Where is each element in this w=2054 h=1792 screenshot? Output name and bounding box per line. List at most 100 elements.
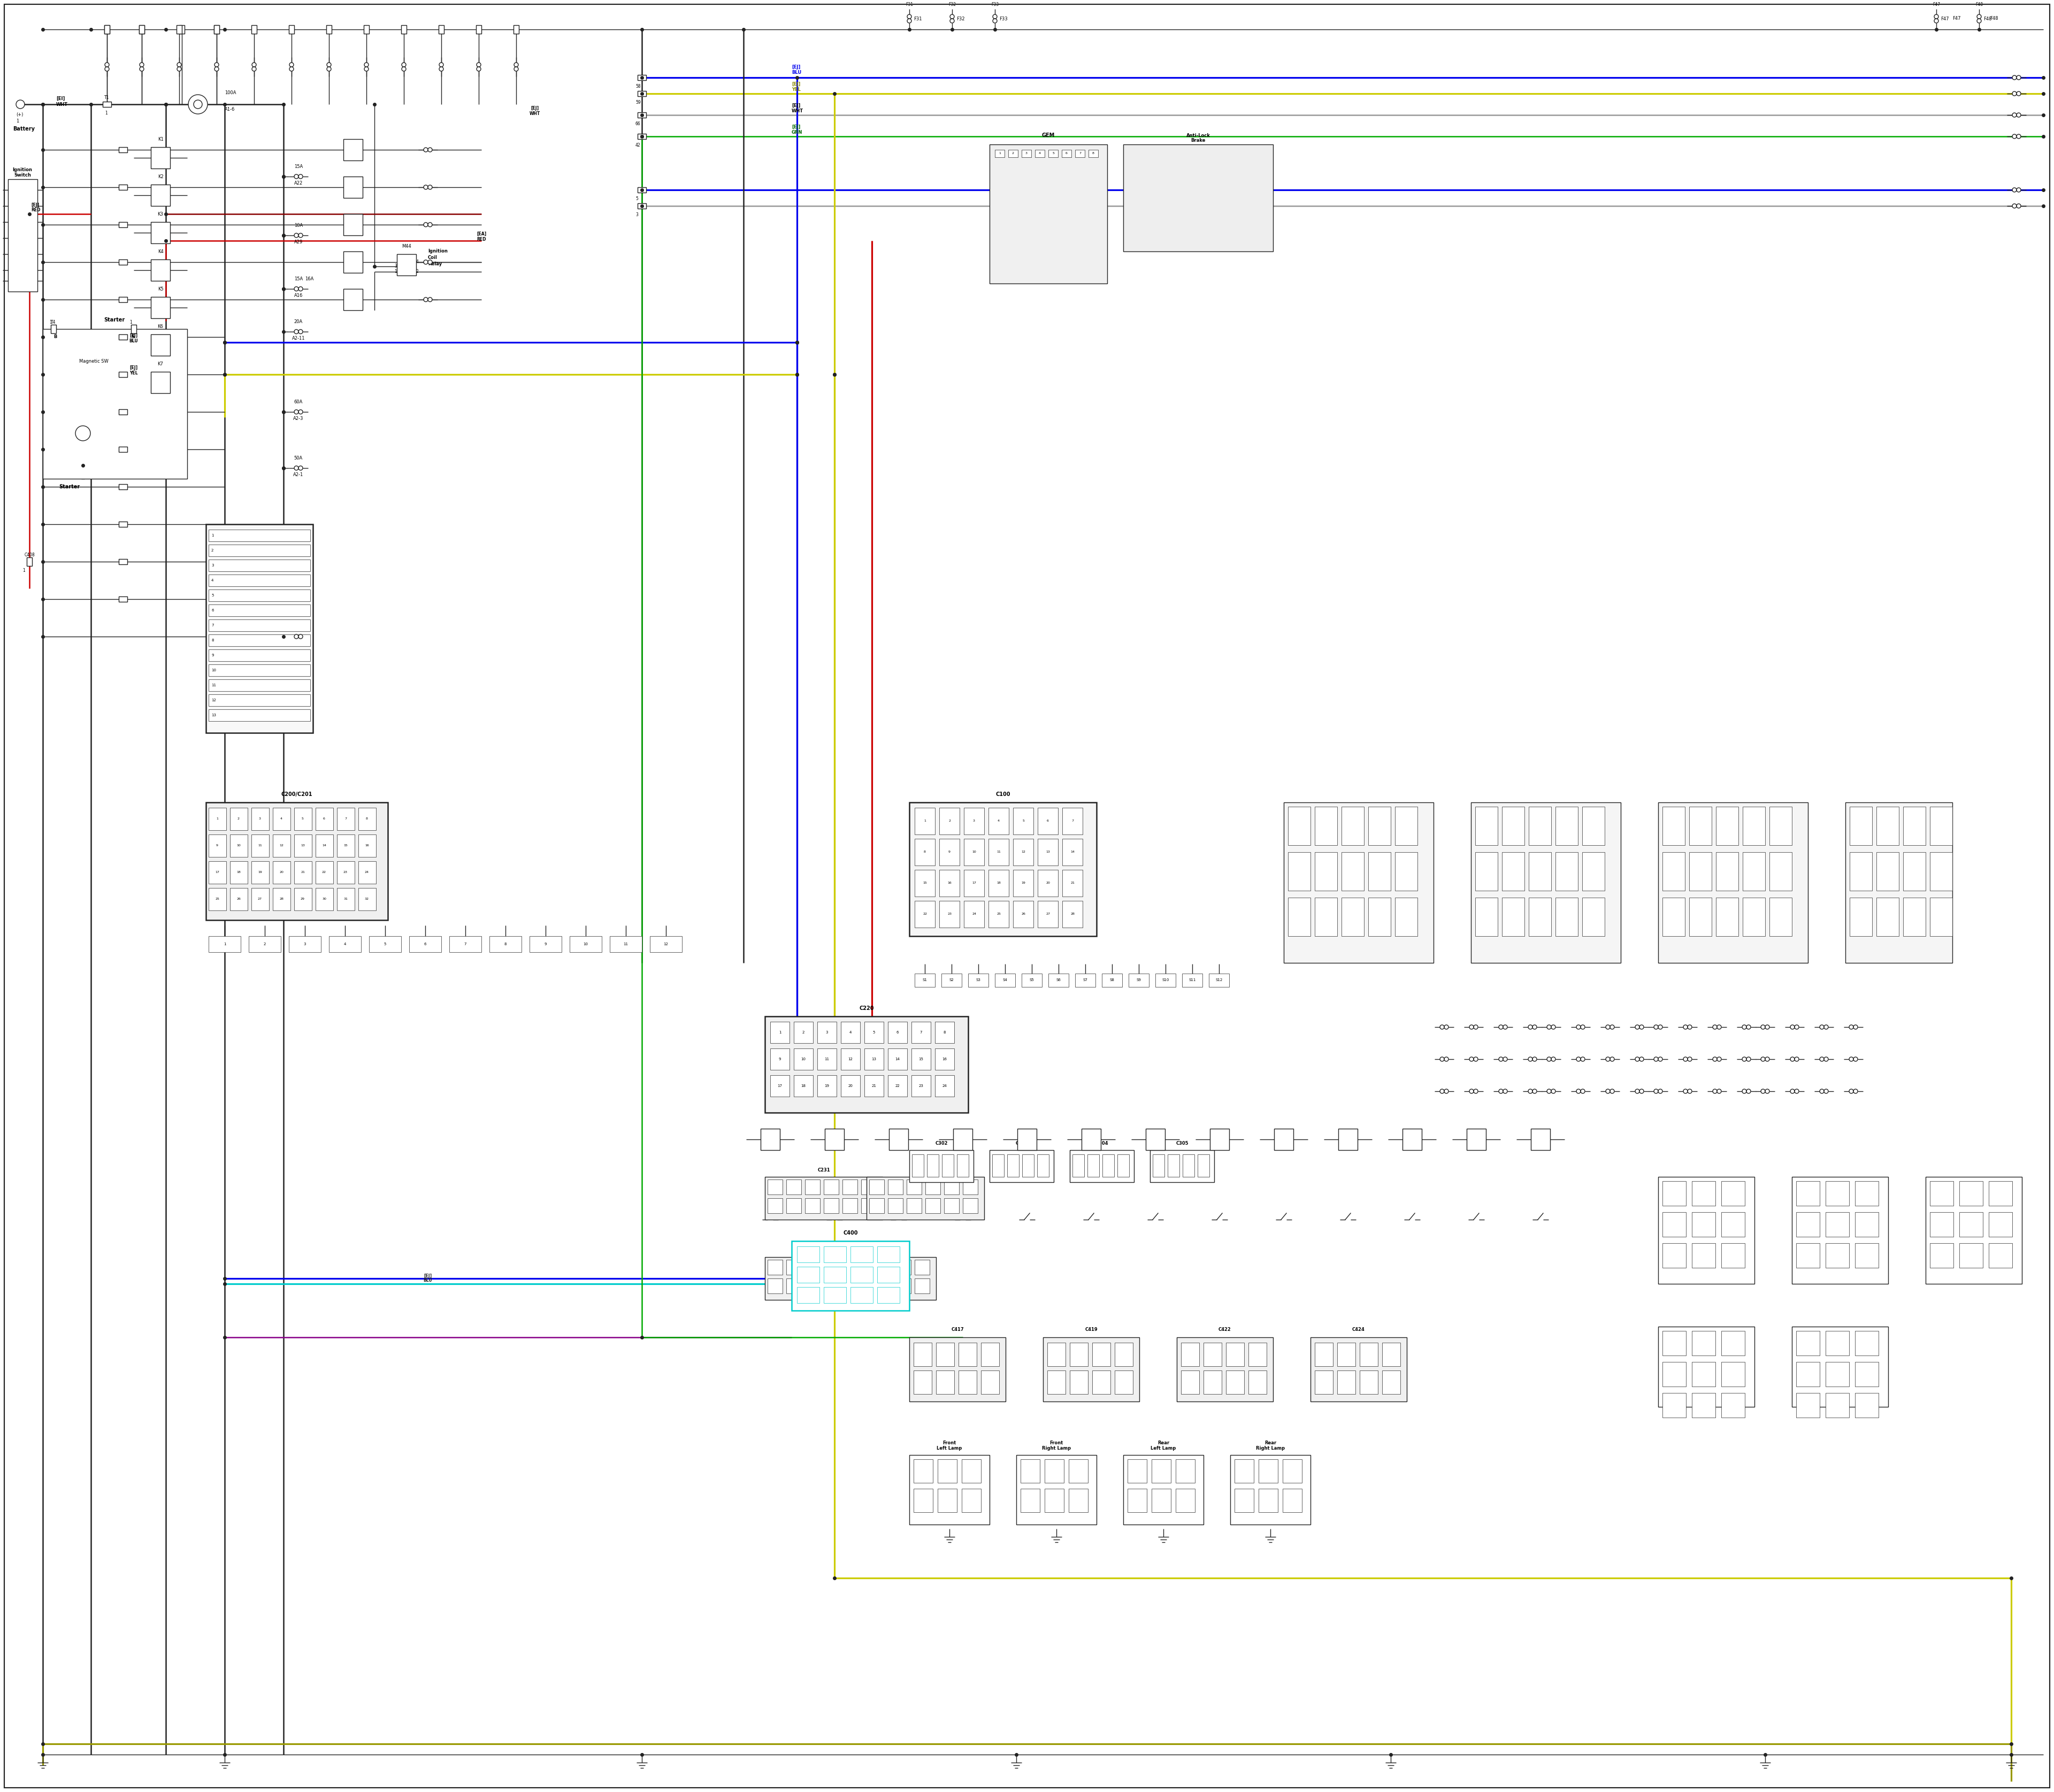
Text: +: + [18, 102, 23, 108]
Bar [119, 521, 127, 527]
Bar [1259, 1489, 1278, 1512]
Bar [768, 1278, 783, 1294]
Circle shape [1610, 1057, 1614, 1061]
Text: B: B [53, 335, 58, 339]
Bar [610, 935, 641, 952]
Bar [150, 147, 170, 168]
Bar [119, 260, 127, 265]
Circle shape [1853, 1090, 1857, 1093]
Circle shape [1639, 1025, 1643, 1029]
Text: 2: 2 [238, 817, 240, 821]
Bar [935, 1048, 955, 1070]
Bar [1013, 901, 1033, 928]
Circle shape [1473, 1090, 1479, 1093]
Bar [859, 1278, 873, 1294]
Bar [963, 901, 984, 928]
Circle shape [298, 634, 302, 638]
Bar [1582, 806, 1604, 846]
Bar [1382, 1342, 1401, 1366]
Bar [249, 935, 281, 952]
Circle shape [1688, 1090, 1692, 1093]
Bar [637, 134, 647, 140]
Circle shape [1528, 1025, 1532, 1029]
Bar [805, 1260, 820, 1274]
Text: 6: 6 [1048, 819, 1050, 823]
Text: 20A: 20A [294, 319, 302, 324]
Bar [401, 25, 407, 34]
Text: 13: 13 [1045, 851, 1050, 853]
Bar [569, 935, 602, 952]
Text: 8: 8 [924, 851, 926, 853]
Bar [1183, 973, 1202, 987]
Circle shape [908, 14, 912, 18]
Text: 5: 5 [635, 197, 639, 201]
Text: C422: C422 [1218, 1328, 1230, 1331]
Bar [251, 862, 269, 883]
Text: F33: F33 [992, 2, 998, 7]
Bar [1826, 1362, 1849, 1387]
Bar [959, 1371, 978, 1394]
Bar [1152, 1459, 1171, 1482]
Bar [119, 559, 127, 564]
Text: A2-3: A2-3 [294, 416, 304, 421]
Text: A16: A16 [294, 294, 302, 297]
Bar [787, 1278, 801, 1294]
Bar [770, 1021, 789, 1043]
Text: 13: 13 [212, 713, 216, 717]
Circle shape [1440, 1025, 1444, 1029]
Bar [939, 808, 959, 835]
Bar [824, 1278, 838, 1294]
Bar [1045, 1489, 1064, 1512]
Bar [861, 1179, 877, 1195]
Bar [963, 839, 984, 866]
Bar [1288, 853, 1310, 891]
Bar [210, 590, 310, 602]
Bar [1249, 1342, 1267, 1366]
Text: A1-6: A1-6 [224, 108, 234, 111]
Text: Front
Left Lamp: Front Left Lamp [937, 1441, 961, 1452]
Text: 9: 9 [544, 943, 546, 946]
Bar [1009, 151, 1019, 158]
Circle shape [1976, 14, 1982, 18]
Bar [1197, 1154, 1210, 1177]
Text: S2: S2 [949, 978, 953, 982]
Bar [896, 1260, 910, 1274]
Bar [1688, 806, 1711, 846]
Text: F32: F32 [957, 16, 965, 22]
Bar [1501, 853, 1524, 891]
Bar [1204, 1371, 1222, 1394]
Circle shape [1791, 1090, 1795, 1093]
Circle shape [1610, 1090, 1614, 1093]
Text: [EI]: [EI] [55, 97, 66, 100]
Circle shape [1547, 1057, 1551, 1061]
Bar [343, 177, 364, 197]
Bar [131, 324, 136, 333]
Bar [1960, 1211, 1982, 1236]
Bar [119, 185, 127, 190]
Bar [489, 935, 522, 952]
Text: 14: 14 [1070, 851, 1074, 853]
Bar [877, 1287, 900, 1303]
Circle shape [177, 66, 181, 72]
Bar [990, 1150, 1054, 1183]
Text: 11: 11 [824, 1057, 830, 1061]
Text: S: S [131, 335, 134, 339]
Bar [1210, 973, 1228, 987]
Bar [1101, 973, 1121, 987]
Bar [850, 1287, 873, 1303]
Bar [1826, 1181, 1849, 1206]
Text: RED: RED [31, 208, 41, 213]
Bar [791, 1242, 910, 1310]
Bar [1006, 1154, 1019, 1177]
Circle shape [1551, 1090, 1555, 1093]
Bar [1017, 1129, 1037, 1150]
Circle shape [294, 174, 298, 179]
Bar [210, 694, 310, 706]
Text: BLU: BLU [423, 1278, 431, 1283]
Bar [824, 1199, 838, 1213]
Circle shape [1639, 1090, 1643, 1093]
Bar [1395, 898, 1417, 935]
Bar [1017, 1455, 1097, 1525]
Bar [992, 1154, 1004, 1177]
Circle shape [298, 330, 302, 333]
